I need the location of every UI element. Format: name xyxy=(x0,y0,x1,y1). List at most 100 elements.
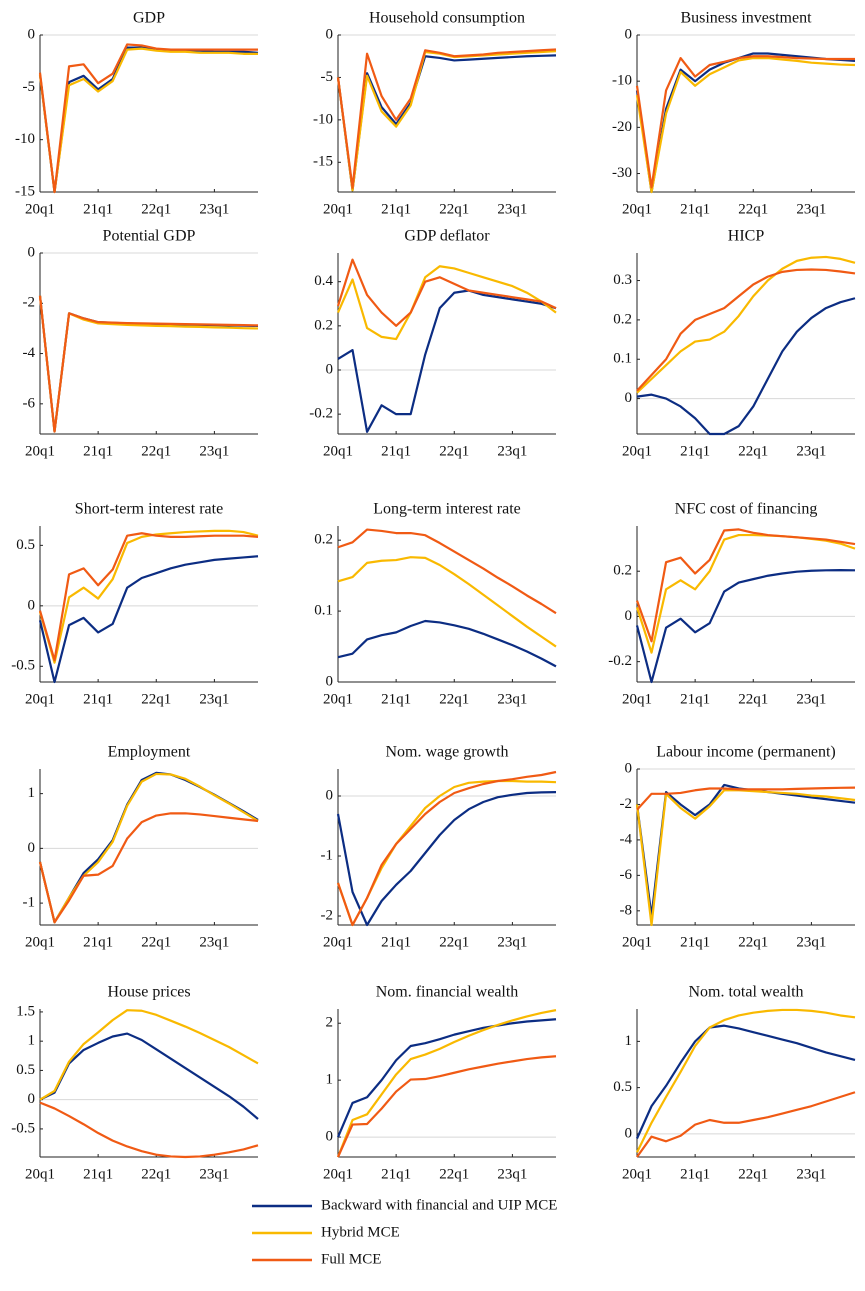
x-tick-label: 21q1 xyxy=(680,1166,710,1182)
chart-title: Household consumption xyxy=(369,10,525,27)
y-tick-label: -2 xyxy=(620,796,633,812)
x-tick-label: 23q1 xyxy=(497,443,527,459)
series-line xyxy=(336,1009,557,1158)
x-tick-label: 22q1 xyxy=(738,1166,768,1182)
x-tick-label: 21q1 xyxy=(381,201,411,217)
chart-title: GDP xyxy=(133,10,165,27)
y-tick-label: 1 xyxy=(326,1072,334,1088)
x-tick-label: 22q1 xyxy=(738,201,768,217)
x-tick-label: 23q1 xyxy=(497,934,527,950)
y-tick-label: 0 xyxy=(326,26,334,42)
series-line xyxy=(38,529,259,664)
y-tick-label: -15 xyxy=(313,154,333,170)
x-tick-label: 23q1 xyxy=(796,443,826,459)
series-line xyxy=(636,255,856,394)
chart-title: Nom. total wealth xyxy=(688,984,803,1001)
series-line xyxy=(337,528,557,615)
x-tick-label: 22q1 xyxy=(141,691,171,707)
series-line xyxy=(38,295,259,433)
y-tick-label: 0.5 xyxy=(16,1062,35,1078)
x-tick-label: 22q1 xyxy=(439,1166,469,1182)
series-line xyxy=(635,56,856,194)
y-tick-label: 0 xyxy=(28,1091,36,1107)
y-tick-label: 0 xyxy=(28,840,36,856)
x-tick-label: 20q1 xyxy=(622,443,652,459)
y-tick-label: 0 xyxy=(625,760,633,776)
x-tick-label: 22q1 xyxy=(439,691,469,707)
y-tick-label: -6 xyxy=(23,395,36,411)
chart-title: Short-term interest rate xyxy=(75,501,223,518)
x-tick-label: 21q1 xyxy=(680,443,710,459)
series-line xyxy=(635,783,856,918)
series-line xyxy=(635,52,856,194)
chart-title: House prices xyxy=(107,984,190,1001)
series-line xyxy=(336,770,557,927)
y-tick-label: 0.1 xyxy=(613,351,632,367)
x-tick-label: 20q1 xyxy=(323,1166,353,1182)
x-tick-label: 20q1 xyxy=(25,934,55,950)
x-tick-label: 23q1 xyxy=(199,443,229,459)
y-tick-label: -2 xyxy=(321,907,334,923)
y-tick-label: 0 xyxy=(28,26,36,42)
series-line xyxy=(336,1018,557,1138)
series-line xyxy=(636,1008,856,1153)
y-tick-label: 0.5 xyxy=(613,1079,632,1095)
x-tick-label: 20q1 xyxy=(323,934,353,950)
y-tick-label: 0 xyxy=(326,787,334,803)
y-tick-label: -10 xyxy=(15,131,35,147)
x-tick-label: 20q1 xyxy=(25,691,55,707)
x-tick-label: 20q1 xyxy=(25,443,55,459)
x-tick-label: 23q1 xyxy=(199,934,229,950)
y-tick-label: 0.5 xyxy=(16,537,35,553)
legend-label: Hybrid MCE xyxy=(321,1224,400,1240)
series-line xyxy=(39,1032,259,1120)
x-tick-label: 20q1 xyxy=(323,443,353,459)
x-tick-label: 23q1 xyxy=(796,201,826,217)
series-line xyxy=(336,791,557,927)
x-tick-label: 21q1 xyxy=(83,934,113,950)
y-tick-label: 0 xyxy=(326,1129,334,1145)
x-tick-label: 21q1 xyxy=(680,934,710,950)
x-tick-label: 23q1 xyxy=(199,201,229,217)
series-line xyxy=(336,258,557,327)
y-tick-label: -15 xyxy=(15,183,35,199)
x-tick-label: 22q1 xyxy=(738,443,768,459)
x-tick-label: 21q1 xyxy=(381,443,411,459)
y-tick-label: -2 xyxy=(23,295,36,311)
series-line xyxy=(636,297,856,436)
series-line xyxy=(337,619,557,668)
series-line xyxy=(38,295,259,433)
x-tick-label: 20q1 xyxy=(622,691,652,707)
x-tick-label: 20q1 xyxy=(622,1166,652,1182)
y-tick-label: 0 xyxy=(625,608,633,624)
y-tick-label: -4 xyxy=(620,831,633,847)
series-line xyxy=(38,771,259,924)
y-tick-label: -0.2 xyxy=(309,406,333,422)
y-tick-label: 0.1 xyxy=(314,603,333,619)
y-tick-label: 0.3 xyxy=(613,272,632,288)
y-tick-label: 1 xyxy=(28,785,36,801)
y-tick-label: -6 xyxy=(620,867,633,883)
x-tick-label: 21q1 xyxy=(83,691,113,707)
series-line xyxy=(336,1055,557,1158)
y-tick-label: -1 xyxy=(23,895,36,911)
y-tick-label: 1 xyxy=(625,1033,633,1049)
x-tick-label: 21q1 xyxy=(381,1166,411,1182)
x-tick-label: 22q1 xyxy=(141,201,171,217)
chart-title: HICP xyxy=(728,228,765,245)
x-tick-label: 22q1 xyxy=(141,934,171,950)
x-tick-label: 22q1 xyxy=(439,934,469,950)
series-line xyxy=(38,532,259,662)
series-line xyxy=(635,568,856,684)
y-tick-label: -10 xyxy=(612,73,632,89)
y-tick-label: 0.2 xyxy=(613,311,632,327)
x-tick-label: 23q1 xyxy=(199,691,229,707)
x-tick-label: 23q1 xyxy=(497,691,527,707)
series-line xyxy=(636,786,856,811)
x-tick-label: 22q1 xyxy=(141,443,171,459)
x-tick-label: 20q1 xyxy=(622,934,652,950)
chart-title: GDP deflator xyxy=(404,228,490,245)
y-tick-label: 0 xyxy=(625,1125,633,1141)
series-line xyxy=(38,812,259,924)
